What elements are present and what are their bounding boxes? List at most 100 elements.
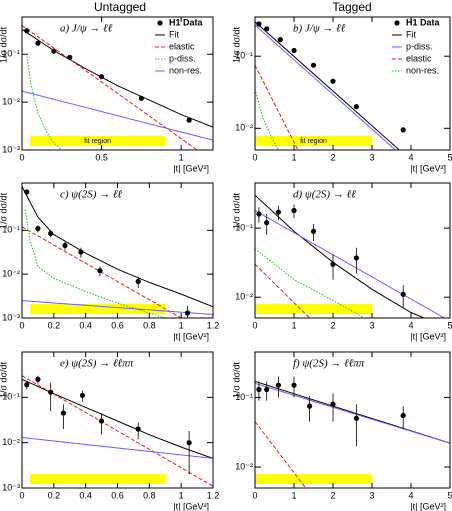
x-tick-label: 0.4 xyxy=(79,320,92,330)
data-point xyxy=(256,211,262,217)
fit-region-label: fit region xyxy=(300,138,327,145)
fit-region xyxy=(255,474,372,484)
data-point xyxy=(35,40,41,46)
legend-label: Fit xyxy=(169,29,179,39)
data-point xyxy=(98,74,105,80)
plot-frame xyxy=(254,182,451,319)
y-tick-label: 10⁻² xyxy=(2,437,20,447)
data-point xyxy=(135,426,141,432)
y-tick-label: 10⁻¹ xyxy=(2,392,20,402)
x-tick-label: 3 xyxy=(369,320,374,330)
data-point xyxy=(24,382,30,388)
data-point xyxy=(138,95,144,101)
data-point xyxy=(400,412,406,419)
y-tick-label: 10⁻² xyxy=(235,461,253,471)
data-point xyxy=(291,382,297,388)
x-tick-label: 0 xyxy=(19,490,24,500)
x-axis-label: |t| [GeV²] xyxy=(173,331,209,341)
fit-region xyxy=(29,474,166,484)
plot-frame xyxy=(21,351,214,489)
x-tick-label: 0.6 xyxy=(111,320,124,330)
column-header: Tagged xyxy=(332,0,371,14)
data-point xyxy=(400,291,406,297)
x-tick-label: 0 xyxy=(252,320,257,330)
y-axis-label: 1/σ dσ/dt xyxy=(0,26,8,63)
data-point xyxy=(48,230,54,237)
data-point xyxy=(310,62,317,68)
legend-marker xyxy=(157,20,163,26)
plot-area xyxy=(22,375,213,487)
fit-region xyxy=(29,304,166,314)
legend-label: H1 Data xyxy=(406,17,441,27)
y-axis-label: 1/σ dσ/dt xyxy=(231,26,241,63)
curve xyxy=(26,56,63,150)
curve xyxy=(255,263,310,318)
legend-label: p-diss. xyxy=(406,41,433,51)
y-axis-label: 1/σ dσ/dt xyxy=(231,192,241,229)
curve xyxy=(22,90,213,141)
legend-label: H1 Data xyxy=(169,17,204,27)
title: e) ψ(2S) → ℓℓππ xyxy=(60,358,134,370)
data-point xyxy=(186,117,192,123)
data-point xyxy=(330,401,336,407)
data-point xyxy=(79,392,86,399)
x-tick-label: 0 xyxy=(252,152,257,162)
y-tick-label: 10⁻² xyxy=(2,269,20,279)
plot-area xyxy=(255,194,446,318)
data-point xyxy=(98,418,105,424)
legend-label: p-diss. xyxy=(169,53,196,63)
x-tick-label: 2 xyxy=(330,490,335,500)
data-point xyxy=(186,440,192,446)
x-axis-label: |t| [GeV²] xyxy=(173,501,209,511)
legend-label: elastic xyxy=(406,53,432,63)
data-point xyxy=(48,389,54,395)
y-tick-label: 10⁻³ xyxy=(2,482,20,492)
data-point xyxy=(330,78,336,84)
x-tick-label: 2 xyxy=(330,152,335,162)
data-point xyxy=(264,386,270,393)
plot-area xyxy=(22,186,213,318)
data-point xyxy=(35,225,41,232)
x-tick-label: 1.2 xyxy=(207,490,220,500)
x-tick-label: 5 xyxy=(447,490,452,500)
data-point xyxy=(51,48,57,54)
title: f) ψ(2S) → ℓℓππ xyxy=(293,358,365,370)
x-tick-label: 0 xyxy=(252,490,257,500)
data-point xyxy=(291,47,297,54)
data-point xyxy=(277,37,283,43)
y-tick-label: 10⁻¹ xyxy=(235,222,253,232)
plot-frame xyxy=(21,16,214,151)
curve xyxy=(22,186,213,308)
x-tick-label: 0 xyxy=(19,320,24,330)
plot-frame xyxy=(254,351,451,489)
curve xyxy=(22,375,213,487)
x-tick-label: 5 xyxy=(447,320,452,330)
data-point xyxy=(35,376,41,382)
curve xyxy=(255,248,365,318)
plot-area xyxy=(255,376,450,488)
x-tick-label: 0.8 xyxy=(143,490,156,500)
legend-label: non-res. xyxy=(406,65,439,75)
data-point xyxy=(353,415,359,422)
x-tick-label: 0 xyxy=(19,152,24,162)
data-point xyxy=(307,403,313,409)
data-point xyxy=(275,209,281,215)
y-tick-label: 10⁻² xyxy=(235,292,253,302)
y-axis-label: 1/σ dσ/dt xyxy=(0,361,8,398)
y-tick-label: 10⁻¹ xyxy=(2,49,20,59)
x-tick-label: 1 xyxy=(179,320,184,330)
x-tick-label: 0.4 xyxy=(79,490,92,500)
data-point xyxy=(60,410,66,416)
x-tick-label: 1 xyxy=(291,320,296,330)
x-tick-label: 0.6 xyxy=(111,490,124,500)
curve xyxy=(255,210,446,318)
fit-region xyxy=(255,304,372,314)
legend-marker xyxy=(394,20,400,26)
legend-label: Fit xyxy=(406,29,416,39)
title: d) ψ(2S) → ℓℓ xyxy=(293,189,356,201)
data-point xyxy=(310,228,317,234)
x-tick-label: 3 xyxy=(369,490,374,500)
y-axis-label: 1/σ dσ/dt xyxy=(231,361,241,398)
y-tick-label: 10⁻¹ xyxy=(235,392,253,402)
x-tick-label: 0.5 xyxy=(95,152,108,162)
